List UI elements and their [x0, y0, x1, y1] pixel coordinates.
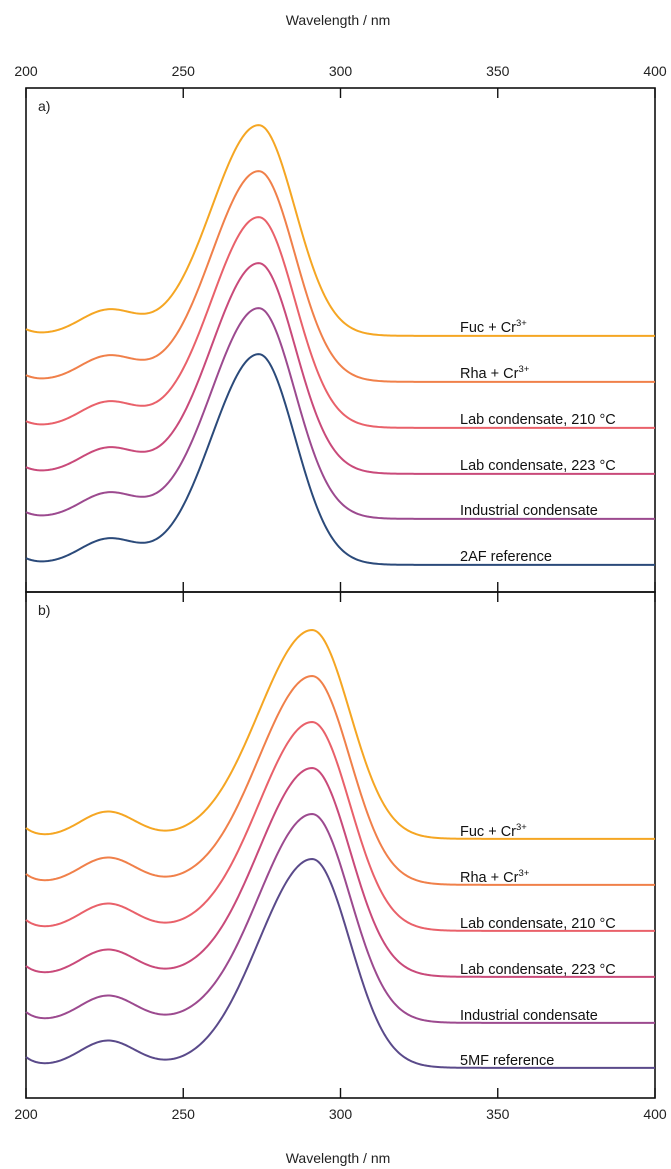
x-tick-label: 300	[329, 1106, 353, 1122]
series-label: 2AF reference	[460, 549, 552, 565]
x-tick-label: 250	[172, 1106, 196, 1122]
x-tick-label: 350	[486, 63, 510, 79]
bottom-x-axis-title: Wavelength / nm	[286, 1150, 391, 1166]
x-tick-label: 200	[14, 63, 38, 79]
x-tick-label: 250	[172, 63, 196, 79]
series-label: Industrial condensate	[460, 1008, 598, 1024]
series-line	[25, 353, 655, 566]
series-line	[25, 124, 655, 337]
series-label: Industrial condensate	[460, 503, 598, 519]
series-line	[25, 813, 655, 1024]
series-line	[25, 767, 655, 978]
series-line	[25, 721, 655, 932]
panel-label: a)	[38, 98, 50, 114]
panels: 200 250 300 350 400 a) Fuc + Cr3+ Rha + Cr3+ Lab…	[14, 63, 667, 1122]
panel-b: 200 250 300 350 400 b) Fuc + Cr3+ Rha + Cr3+ Lab…	[14, 591, 667, 1122]
series-label-superscript: 3+	[516, 822, 527, 833]
panel-a: 200 250 300 350 400 a) Fuc + Cr3+ Rha + Cr3+ Lab…	[14, 63, 667, 593]
series-line	[25, 170, 655, 383]
series-label: Lab condensate, 223 °C	[460, 962, 616, 978]
x-tick-label: 400	[643, 1106, 667, 1122]
series-line	[25, 216, 655, 429]
series-line	[25, 858, 655, 1069]
series-label: Lab condensate, 210 °C	[460, 916, 616, 932]
series-line	[25, 307, 655, 520]
x-tick-label: 300	[329, 63, 353, 79]
series-label: Rha + Cr3+	[460, 868, 530, 886]
series-label: 5MF reference	[460, 1053, 554, 1069]
panel-label: b)	[38, 602, 50, 618]
series-label: Lab condensate, 223 °C	[460, 458, 616, 474]
x-tick-label: 400	[643, 63, 667, 79]
series-line	[25, 262, 655, 475]
series-label: Rha + Cr3+	[460, 364, 530, 382]
series-label: Lab condensate, 210 °C	[460, 412, 616, 428]
series-label-superscript: 3+	[516, 318, 527, 329]
x-tick-label: 350	[486, 1106, 510, 1122]
series-label-superscript: 3+	[518, 364, 529, 375]
series-label: Fuc + Cr3+	[460, 822, 527, 840]
x-tick-label: 200	[14, 1106, 38, 1122]
series-label: Fuc + Cr3+	[460, 318, 527, 336]
series-line	[25, 629, 655, 840]
series-label-superscript: 3+	[518, 868, 529, 879]
top-x-axis-title: Wavelength / nm	[286, 12, 391, 28]
series-line	[25, 675, 655, 886]
